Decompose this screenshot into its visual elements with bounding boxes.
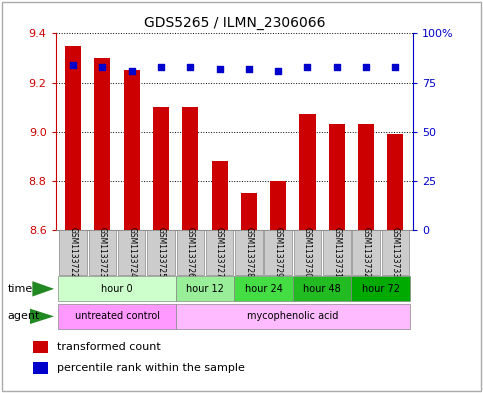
Text: hour 48: hour 48 bbox=[303, 284, 341, 294]
Bar bbox=[33, 341, 48, 353]
Bar bbox=[358, 124, 374, 230]
Point bbox=[245, 66, 253, 72]
FancyBboxPatch shape bbox=[294, 230, 321, 275]
Point bbox=[157, 64, 165, 70]
Point bbox=[274, 68, 282, 74]
Text: GSM1133728: GSM1133728 bbox=[244, 227, 254, 278]
FancyBboxPatch shape bbox=[352, 277, 410, 301]
Bar bbox=[33, 362, 48, 374]
Polygon shape bbox=[30, 309, 54, 324]
Text: percentile rank within the sample: percentile rank within the sample bbox=[57, 363, 244, 373]
Text: transformed count: transformed count bbox=[57, 342, 160, 352]
Bar bbox=[153, 107, 169, 230]
Text: GSM1133727: GSM1133727 bbox=[215, 227, 224, 278]
Bar bbox=[65, 46, 81, 230]
Point bbox=[362, 64, 370, 70]
Text: hour 24: hour 24 bbox=[244, 284, 283, 294]
Point bbox=[99, 64, 106, 70]
FancyBboxPatch shape bbox=[293, 277, 352, 301]
Text: GSM1133726: GSM1133726 bbox=[186, 227, 195, 278]
FancyBboxPatch shape bbox=[323, 230, 351, 275]
Title: GDS5265 / ILMN_2306066: GDS5265 / ILMN_2306066 bbox=[143, 16, 325, 29]
Polygon shape bbox=[32, 281, 54, 297]
FancyBboxPatch shape bbox=[206, 230, 233, 275]
Text: time: time bbox=[7, 284, 32, 294]
Text: GSM1133733: GSM1133733 bbox=[391, 227, 400, 278]
Point bbox=[392, 64, 399, 70]
Text: GSM1133732: GSM1133732 bbox=[362, 227, 370, 278]
Text: hour 12: hour 12 bbox=[186, 284, 224, 294]
Text: GSM1133729: GSM1133729 bbox=[274, 227, 283, 278]
FancyBboxPatch shape bbox=[59, 230, 87, 275]
Bar bbox=[94, 58, 111, 230]
FancyBboxPatch shape bbox=[177, 230, 204, 275]
Point bbox=[128, 68, 136, 74]
Point bbox=[304, 64, 312, 70]
Bar bbox=[387, 134, 403, 230]
Bar bbox=[270, 181, 286, 230]
Text: GSM1133722: GSM1133722 bbox=[69, 227, 78, 278]
FancyBboxPatch shape bbox=[234, 277, 293, 301]
Point bbox=[216, 66, 224, 72]
Bar bbox=[299, 114, 315, 230]
FancyBboxPatch shape bbox=[235, 230, 263, 275]
FancyBboxPatch shape bbox=[58, 277, 176, 301]
FancyBboxPatch shape bbox=[147, 230, 175, 275]
Text: hour 72: hour 72 bbox=[362, 284, 400, 294]
Point bbox=[333, 64, 341, 70]
Text: GSM1133731: GSM1133731 bbox=[332, 227, 341, 278]
Text: GSM1133725: GSM1133725 bbox=[156, 227, 166, 278]
Text: GSM1133730: GSM1133730 bbox=[303, 227, 312, 278]
FancyBboxPatch shape bbox=[352, 230, 380, 275]
FancyBboxPatch shape bbox=[118, 230, 145, 275]
FancyBboxPatch shape bbox=[176, 277, 234, 301]
Text: GSM1133724: GSM1133724 bbox=[127, 227, 136, 278]
Text: hour 0: hour 0 bbox=[101, 284, 133, 294]
Bar bbox=[241, 193, 257, 230]
Bar bbox=[212, 161, 227, 230]
Bar bbox=[329, 124, 345, 230]
FancyBboxPatch shape bbox=[382, 230, 409, 275]
Point bbox=[186, 64, 194, 70]
Bar bbox=[182, 107, 199, 230]
FancyBboxPatch shape bbox=[176, 304, 410, 329]
FancyBboxPatch shape bbox=[89, 230, 116, 275]
Text: mycophenolic acid: mycophenolic acid bbox=[247, 311, 339, 321]
FancyBboxPatch shape bbox=[58, 304, 176, 329]
Point bbox=[69, 62, 77, 68]
Text: GSM1133723: GSM1133723 bbox=[98, 227, 107, 278]
Bar bbox=[124, 70, 140, 230]
Text: agent: agent bbox=[7, 311, 40, 321]
FancyBboxPatch shape bbox=[264, 230, 292, 275]
Text: untreated control: untreated control bbox=[74, 311, 159, 321]
